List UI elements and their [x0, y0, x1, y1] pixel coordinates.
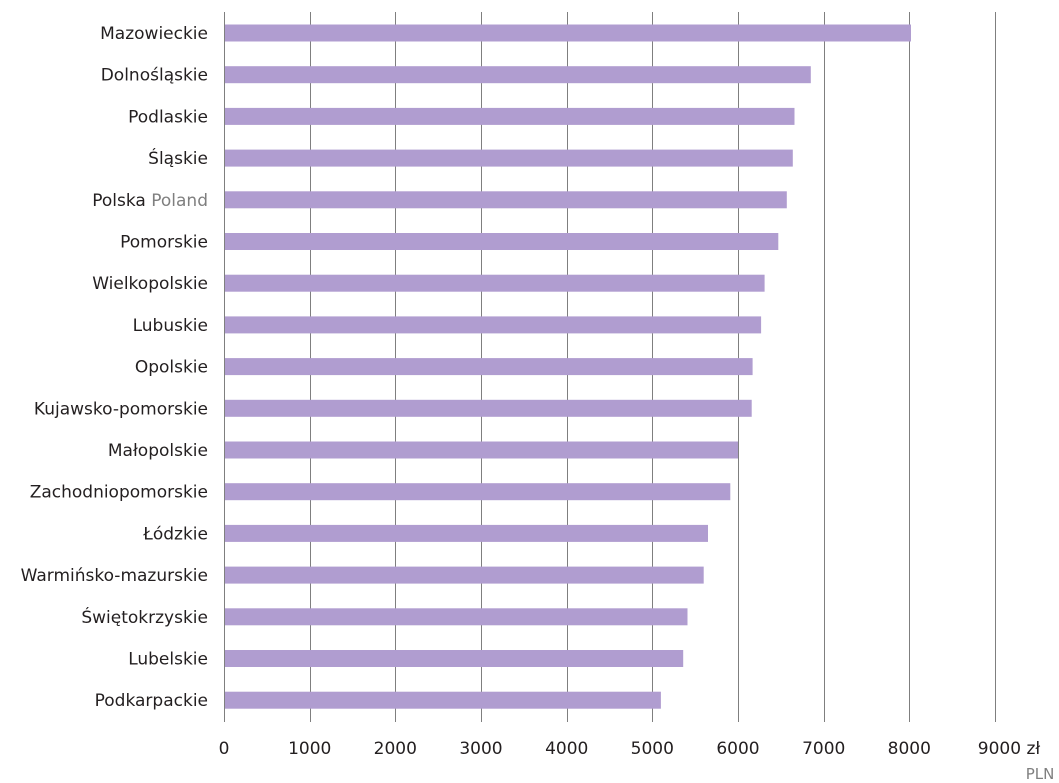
x-tick-label: 2000 — [374, 739, 417, 759]
category-label: Podlaskie — [128, 107, 208, 127]
category-label: Łódzkie — [142, 524, 208, 544]
x-tick-label: 0 — [219, 739, 230, 759]
bar-warmińsko-mazurskie — [225, 566, 704, 584]
bar-świętokrzyskie — [225, 608, 688, 626]
category-labels: Mazowieckie Dolnośląskie Podlaskie Śląskie P… — [21, 24, 208, 711]
x-tick-label: 1000 — [288, 739, 331, 759]
bar-polska-poland — [225, 191, 787, 209]
category-label: Dolnośląskie — [101, 66, 208, 86]
bar-dolnośląskie — [225, 66, 811, 84]
category-label: Polska Poland — [92, 191, 208, 211]
category-label: Lubelskie — [128, 650, 208, 670]
bar-lubuskie — [225, 316, 762, 334]
bar-zachodniopomorskie — [225, 483, 731, 501]
bar-małopolskie — [225, 441, 738, 459]
category-label: Pomorskie — [120, 233, 208, 253]
category-label: Mazowieckie — [100, 24, 208, 44]
category-label: Zachodniopomorskie — [30, 483, 208, 503]
x-tick-label: 4000 — [545, 739, 588, 759]
bar-mazowieckie — [225, 24, 911, 42]
category-label: Świętokrzyskie — [81, 606, 208, 628]
category-label: Kujawsko-pomorskie — [34, 399, 208, 419]
bar-wielkopolskie — [225, 274, 765, 292]
x-unit-secondary-label: PLN — [1026, 765, 1055, 783]
x-tick-label: 5000 — [631, 739, 674, 759]
bar-podkarpackie — [225, 691, 661, 709]
bar-kujawsko-pomorskie — [225, 399, 752, 417]
category-label: Wielkopolskie — [92, 274, 208, 294]
bar-opolskie — [225, 358, 753, 376]
x-tick-label: 6000 — [716, 739, 759, 759]
x-tick-label: 3000 — [459, 739, 502, 759]
x-tick-label: 8000 — [888, 739, 931, 759]
x-tick-label: 9000 zł — [978, 739, 1041, 759]
bar-lubelskie — [225, 650, 684, 667]
category-label: Lubuskie — [133, 316, 208, 336]
category-label: Małopolskie — [108, 441, 208, 461]
bars — [225, 24, 911, 709]
bar-pomorskie — [225, 233, 779, 250]
x-tick-label: 7000 — [802, 739, 845, 759]
category-label: Opolskie — [135, 358, 208, 378]
x-axis-tick-labels: 0 1000 2000 3000 4000 5000 6000 7000 8000 9000 zł… — [219, 739, 1055, 783]
bar-podlaskie — [225, 107, 795, 125]
category-label: Warmińsko-mazurskie — [21, 566, 208, 586]
category-label: Śląskie — [148, 147, 208, 169]
bar-śląskie — [225, 149, 793, 167]
bar-łódzkie — [225, 524, 708, 542]
category-label: Podkarpackie — [95, 691, 208, 711]
